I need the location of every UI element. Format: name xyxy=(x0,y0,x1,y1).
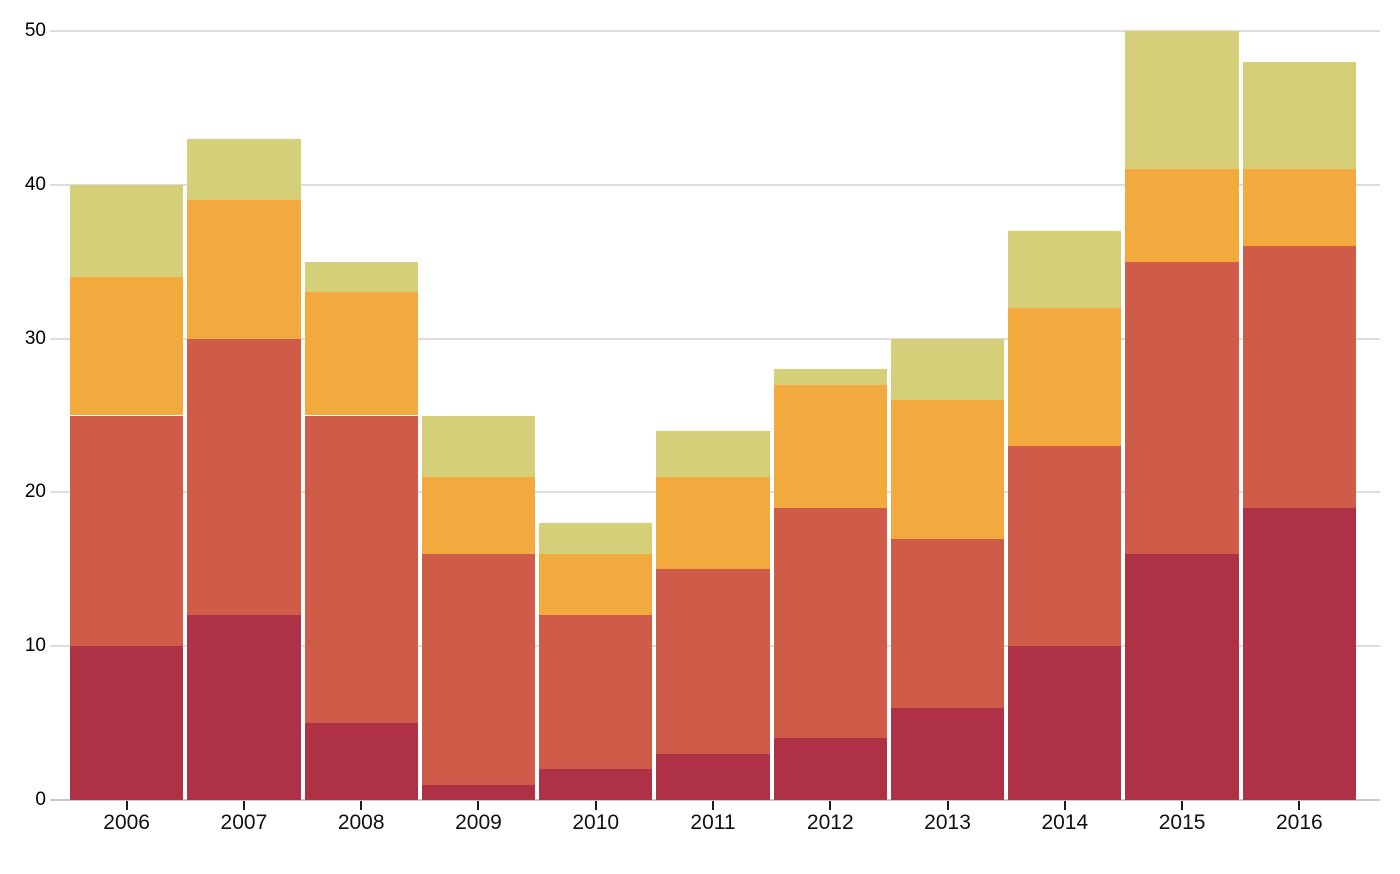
bar-2015-lower-middle-red[interactable] xyxy=(1125,261,1239,554)
bar-2016-bottom-dark-red[interactable] xyxy=(1242,507,1356,800)
bar-2010-top-yellow-green[interactable] xyxy=(539,523,653,554)
bar-2008-bottom-dark-red[interactable] xyxy=(304,723,418,800)
bar-2007-bottom-dark-red[interactable] xyxy=(187,615,301,800)
x-axis-tick xyxy=(477,801,480,810)
bar-2014-upper-middle-orange[interactable] xyxy=(1008,307,1122,447)
gridline-y-50 xyxy=(50,30,1380,32)
bar-2011-upper-middle-orange[interactable] xyxy=(656,477,770,570)
x-axis-label-2008: 2008 xyxy=(337,811,385,834)
x-axis-tick xyxy=(125,801,128,810)
y-axis-tick-label: 50 xyxy=(24,20,46,41)
bar-2006-top-yellow-green[interactable] xyxy=(70,184,184,278)
bar-2012-top-yellow-green[interactable] xyxy=(773,369,887,385)
x-axis-tick xyxy=(946,801,949,810)
bar-2015-top-yellow-green[interactable] xyxy=(1125,31,1239,170)
x-axis-label-2014: 2014 xyxy=(1041,811,1089,834)
bar-2012-lower-middle-red[interactable] xyxy=(773,507,887,739)
bar-2008-lower-middle-red[interactable] xyxy=(304,415,418,724)
x-axis-label-2015: 2015 xyxy=(1158,811,1206,834)
bar-2013-upper-middle-orange[interactable] xyxy=(890,400,1005,539)
y-axis-tick-label: 10 xyxy=(24,635,46,657)
bar-2011-lower-middle-red[interactable] xyxy=(656,569,770,754)
bar-2008-upper-middle-orange[interactable] xyxy=(304,292,418,416)
bar-2009-upper-middle-orange[interactable] xyxy=(421,477,536,554)
y-axis-tick-label: 40 xyxy=(24,173,46,195)
x-axis-tick xyxy=(829,801,832,810)
bar-2014-bottom-dark-red[interactable] xyxy=(1008,646,1122,800)
bar-2012-bottom-dark-red[interactable] xyxy=(773,738,887,800)
bar-2013-lower-middle-red[interactable] xyxy=(890,538,1005,708)
bar-2016-top-yellow-green[interactable] xyxy=(1242,61,1356,170)
bar-2009-lower-middle-red[interactable] xyxy=(421,553,536,785)
y-axis-tick-label: 20 xyxy=(24,481,46,503)
x-axis-tick xyxy=(1063,801,1066,810)
x-axis-tick xyxy=(242,801,245,810)
x-axis-label-2012: 2012 xyxy=(806,811,854,834)
bar-2014-lower-middle-red[interactable] xyxy=(1008,446,1122,647)
x-axis-label-2006: 2006 xyxy=(103,811,150,834)
x-axis-tick xyxy=(712,801,714,810)
bar-2007-top-yellow-green[interactable] xyxy=(187,138,301,201)
bar-2014-top-yellow-green[interactable] xyxy=(1008,230,1122,308)
bar-2007-lower-middle-red[interactable] xyxy=(187,338,301,616)
x-axis-label-2007: 2007 xyxy=(220,811,268,834)
bar-2007-upper-middle-orange[interactable] xyxy=(187,200,301,339)
bar-2006-upper-middle-orange[interactable] xyxy=(70,277,184,416)
bar-2010-bottom-dark-red[interactable] xyxy=(539,769,653,800)
bar-2011-top-yellow-green[interactable] xyxy=(656,430,770,477)
bar-2009-bottom-dark-red[interactable] xyxy=(421,784,536,800)
bar-2013-top-yellow-green[interactable] xyxy=(890,338,1005,401)
bar-2006-bottom-dark-red[interactable] xyxy=(70,646,184,800)
bar-2012-upper-middle-orange[interactable] xyxy=(773,384,887,508)
bar-2009-top-yellow-green[interactable] xyxy=(421,415,536,478)
x-axis-tick xyxy=(594,801,597,810)
bar-2016-upper-middle-orange[interactable] xyxy=(1242,169,1356,247)
x-axis-label-2016: 2016 xyxy=(1276,811,1323,834)
x-axis-label-2009: 2009 xyxy=(455,811,502,834)
gridline-y-40 xyxy=(50,183,1380,186)
bar-2011-bottom-dark-red[interactable] xyxy=(656,753,770,800)
bar-2010-upper-middle-orange[interactable] xyxy=(539,553,653,616)
x-axis-tick xyxy=(360,801,363,810)
x-axis-tick xyxy=(1298,801,1301,810)
y-axis-tick-label: 0 xyxy=(35,789,46,810)
x-axis-label-2011: 2011 xyxy=(690,811,736,834)
x-axis-label-2013: 2013 xyxy=(924,811,971,834)
bar-2010-lower-middle-red[interactable] xyxy=(539,615,653,770)
bar-2006-lower-middle-red[interactable] xyxy=(70,415,184,647)
x-axis-tick xyxy=(1181,801,1184,810)
bar-2015-upper-middle-orange[interactable] xyxy=(1125,169,1239,262)
gridline-y-30 xyxy=(50,337,1380,340)
gridline-y-0 xyxy=(50,799,1380,801)
x-axis-label-2010: 2010 xyxy=(572,811,620,834)
bar-2016-lower-middle-red[interactable] xyxy=(1242,246,1356,508)
bar-2008-top-yellow-green[interactable] xyxy=(304,261,418,293)
bar-2015-bottom-dark-red[interactable] xyxy=(1125,553,1239,800)
bar-2013-bottom-dark-red[interactable] xyxy=(890,707,1005,800)
y-axis-tick-label: 30 xyxy=(24,327,46,349)
